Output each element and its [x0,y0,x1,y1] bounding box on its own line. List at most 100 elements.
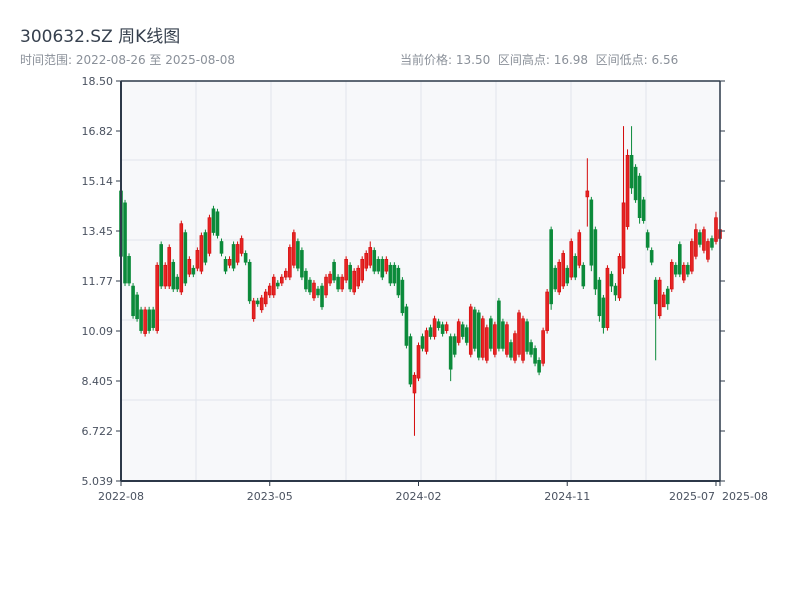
candle-up [163,262,168,290]
candle-body [456,321,461,343]
candle-body [633,166,638,201]
candle-up [292,229,296,269]
candle-body [199,235,204,272]
candle-down [255,297,260,307]
candle-down [549,226,553,310]
candle-down [372,247,377,275]
candle-body [396,267,401,296]
candle-down [613,283,618,301]
candle-body [147,309,151,331]
candle-down [316,286,320,298]
candle-up [167,244,172,290]
candle-body [235,244,240,263]
candle-down [275,280,280,290]
candle-body [372,250,377,272]
candle-body [219,241,224,254]
candle-down [649,247,654,266]
candle-down [653,277,658,361]
candle-up [621,126,626,275]
candle-body [694,229,698,257]
candle-down [408,333,413,388]
candle-up [195,247,200,272]
candle-body [400,279,405,314]
x-tick-label: 2025-07 [669,490,715,503]
candle-body [481,318,485,358]
candle-down [565,265,570,287]
candle-down [191,265,196,278]
candle-down [376,256,381,275]
candle-body [251,300,256,320]
candle-body [280,276,284,284]
candle-down [529,339,533,358]
candle-down [420,333,425,352]
candle-down [243,250,248,266]
price-stats-text: 当前价格: 13.50 区间高点: 16.98 区间低点: 6.56 [400,53,679,67]
candle-body [613,285,618,296]
candle-body [702,229,706,251]
candle-body [686,264,690,275]
candle-body [561,253,566,287]
candle-down [151,306,155,331]
candle-body [195,250,200,269]
candle-down [215,208,220,239]
candle-body [239,238,244,254]
x-tick-label: 2024-02 [396,490,442,503]
candle-up [384,256,389,275]
candle-body [424,330,429,352]
candle-body [191,267,196,275]
candle-body [464,327,469,343]
candle-body [360,258,365,281]
candle-body [300,250,304,278]
candle-body [143,309,147,334]
candle-body [649,250,654,263]
candle-body [448,336,453,370]
candle-body [517,312,521,355]
candle-body [139,309,143,331]
candle-body [589,199,594,266]
candle-up [577,229,582,269]
candle-down [159,241,164,290]
candle-body [690,241,694,272]
candle-down [436,318,441,331]
candle-down [203,229,208,266]
candle-body [312,282,316,299]
candle-up [561,250,566,290]
candle-up [207,214,212,257]
candle-down [300,247,304,281]
candle-body [292,232,296,266]
candle-body [601,297,606,328]
candle-body [348,264,352,290]
candle-up [155,262,159,334]
candle-body [275,282,280,287]
candle-body [501,321,505,349]
date-range-text: 时间范围: 2022-08-26 至 2025-08-08 [20,53,235,67]
candle-body [131,285,135,317]
candle-body [468,306,473,355]
y-tick-label: 16.82 [82,125,114,138]
candle-down [609,271,614,292]
candle-down [380,256,385,281]
candle-up [444,321,449,334]
candle-body [645,232,650,248]
candle-body [541,330,545,364]
candle-down [139,306,143,334]
candle-up [271,274,276,298]
candle-up [263,289,268,307]
candle-body [533,348,537,364]
candle-body [557,261,561,293]
candle-body [308,279,312,293]
candle-up [179,220,184,295]
candle-down [336,274,340,292]
x-tick-label: 2023-05 [247,490,293,503]
candle-up [517,309,521,358]
candle-body [167,247,172,287]
candle-down [247,259,252,304]
candle-up [690,238,694,275]
candle-up [682,262,686,284]
candle-body [460,324,465,337]
candle-body [444,324,449,331]
y-tick-label: 15.14 [82,175,114,188]
candle-down [489,315,493,352]
candle-body [135,294,139,320]
